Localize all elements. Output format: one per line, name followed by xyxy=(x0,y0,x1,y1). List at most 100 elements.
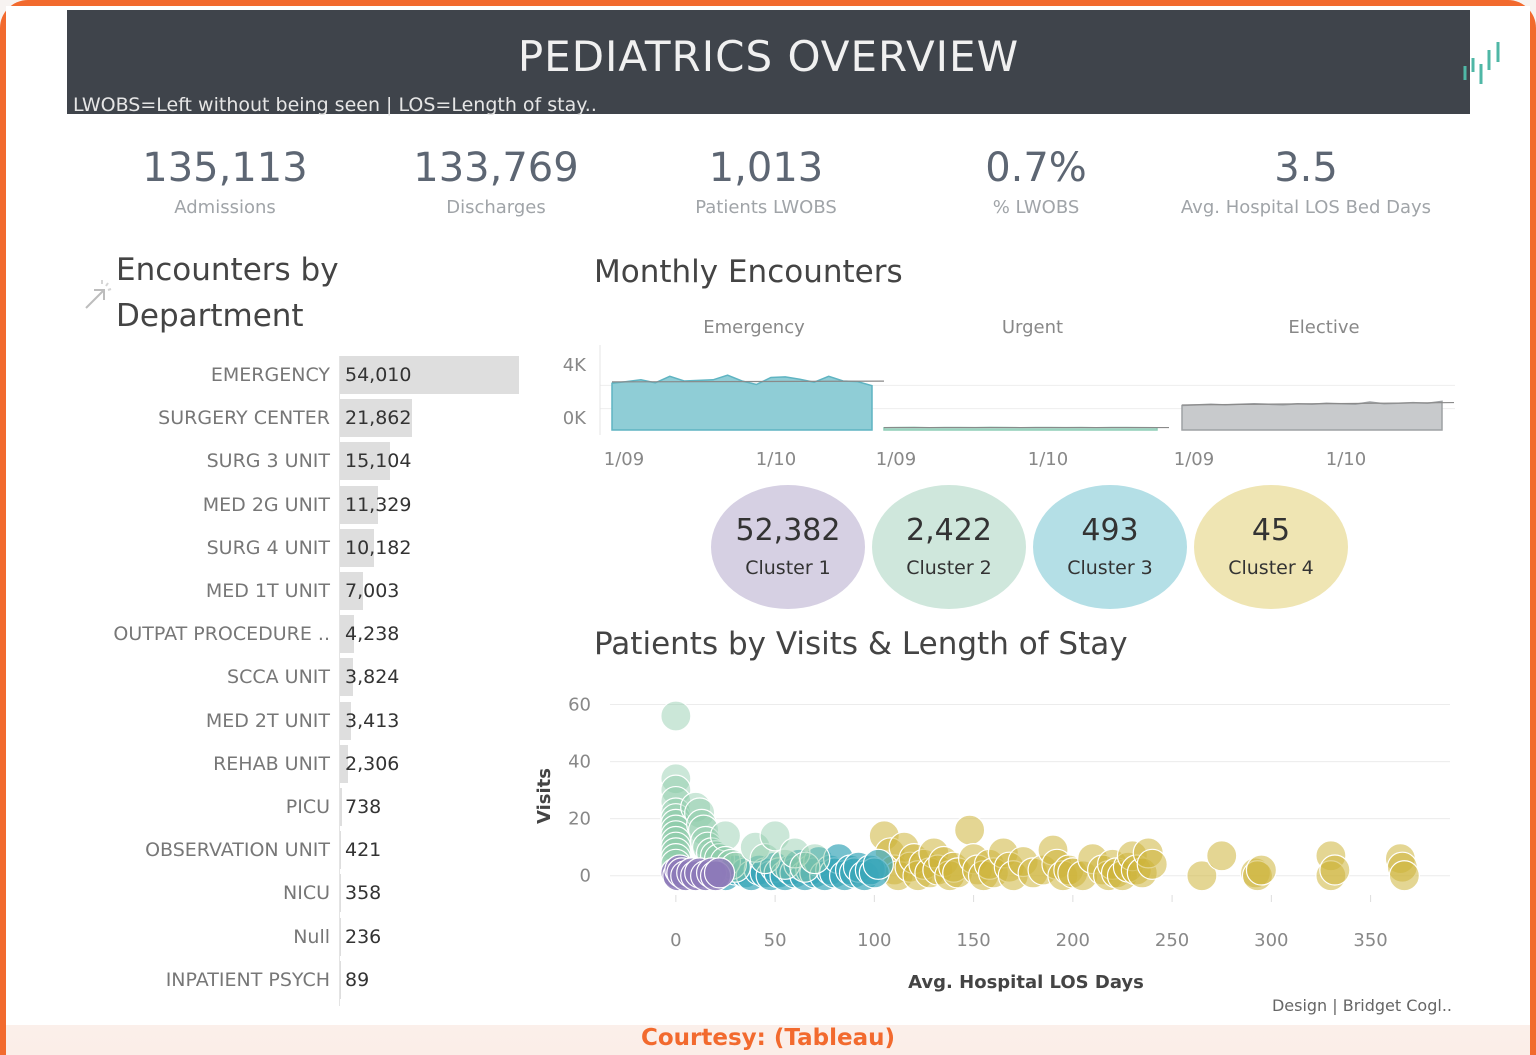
dept-label: NICU xyxy=(283,882,330,905)
monthly-y-tick: 4K xyxy=(563,355,587,376)
scatter-point-cluster-4[interactable] xyxy=(1388,860,1420,892)
monthly-y-tick: 0K xyxy=(563,408,587,429)
scatter-point-cluster-1[interactable] xyxy=(703,857,736,889)
dept-value: 4,238 xyxy=(345,623,400,646)
scatter-point-cluster-4[interactable] xyxy=(1319,854,1351,886)
scatter-y-tick: 0 xyxy=(580,866,591,887)
scatter-point-cluster-2[interactable] xyxy=(660,774,692,806)
dept-value: 3,413 xyxy=(345,709,400,732)
scatter-point-cluster-4[interactable] xyxy=(1136,848,1168,880)
cluster-value: 52,382 xyxy=(735,513,841,548)
monthly-panel-header: Urgent xyxy=(1002,317,1063,338)
dept-bar[interactable] xyxy=(340,658,353,697)
dept-row[interactable]: MED 2T UNIT 3,413 xyxy=(80,701,520,740)
dept-label: OBSERVATION UNIT xyxy=(145,839,330,862)
scatter-y-tick: 20 xyxy=(568,809,591,830)
monthly-panel-header: Elective xyxy=(1288,317,1359,338)
dept-row[interactable]: NICU 358 xyxy=(80,874,520,913)
scatter-point-cluster-4[interactable] xyxy=(954,814,986,846)
dept-row[interactable]: MED 1T UNIT 7,003 xyxy=(80,572,520,610)
scatter-x-tick: 100 xyxy=(857,930,891,951)
scatter-point-cluster-2[interactable] xyxy=(799,843,831,875)
dept-bar[interactable] xyxy=(340,572,364,610)
dept-row[interactable]: SURGERY CENTER 21,862 xyxy=(80,399,520,438)
dept-value: 15,104 xyxy=(345,450,412,473)
monthly-panel-header: Emergency xyxy=(703,317,805,338)
kpi-label: Admissions xyxy=(174,197,276,218)
scatter-point-cluster-2[interactable] xyxy=(660,763,692,795)
scatter-x-tick: 350 xyxy=(1353,930,1387,951)
scatter-point-cluster-2[interactable] xyxy=(789,851,821,883)
scatter-x-tick: 300 xyxy=(1254,930,1288,951)
cluster-2-bubble[interactable]: 2,422 Cluster 2 xyxy=(872,485,1026,609)
scatter-point-cluster-4[interactable] xyxy=(1245,854,1278,886)
scatter-point-cluster-4[interactable] xyxy=(1206,840,1238,872)
dept-row[interactable]: REHAB UNIT 2,306 xyxy=(80,744,520,783)
dept-value: 738 xyxy=(345,796,382,818)
dept-row[interactable]: OUTPAT PROCEDURE .. 4,238 xyxy=(80,615,520,654)
monthly-x-tick: 1/10 xyxy=(1326,449,1366,470)
scatter-x-tick: 50 xyxy=(764,930,787,951)
dept-row[interactable]: SURG 4 UNIT 10,182 xyxy=(80,528,520,567)
dept-value: 54,010 xyxy=(345,364,412,386)
scatter-y-label: Visits xyxy=(534,768,555,824)
dept-bar[interactable] xyxy=(340,615,355,654)
cluster-value: 2,422 xyxy=(906,513,992,548)
dept-row[interactable]: PICU 738 xyxy=(80,788,520,826)
dept-row[interactable]: SURG 3 UNIT 15,104 xyxy=(80,442,520,481)
cluster-3-bubble[interactable]: 493 Cluster 3 xyxy=(1033,485,1187,609)
dept-bar[interactable] xyxy=(340,528,374,567)
dept-label: MED 2T UNIT xyxy=(205,709,330,732)
dept-row[interactable]: MED 2G UNIT 11,329 xyxy=(80,485,520,524)
page-title: PEDIATRICS OVERVIEW xyxy=(517,32,1020,81)
kpi-admissions: 135,113 Admissions xyxy=(95,145,355,218)
dept-bar[interactable] xyxy=(340,744,348,783)
dept-bar[interactable] xyxy=(340,788,343,826)
dept-label: Null xyxy=(293,925,330,948)
scatter-point-cluster-2[interactable] xyxy=(759,820,791,852)
cluster-label: Cluster 2 xyxy=(906,557,992,579)
dept-label: EMERGENCY xyxy=(210,364,330,386)
monthly-x-tick: 1/10 xyxy=(1028,449,1068,470)
dept-row[interactable]: Null 236 xyxy=(80,917,520,956)
dept-value: 358 xyxy=(345,882,382,905)
dept-row[interactable]: EMERGENCY 54,010 xyxy=(80,356,520,394)
scatter-point-cluster-3[interactable] xyxy=(862,848,894,880)
dept-bar[interactable] xyxy=(340,399,413,438)
courtesy-caption: Courtesy: (Tableau) xyxy=(641,1025,895,1051)
scatter-x-tick: 0 xyxy=(670,930,681,951)
cluster-1-bubble[interactable]: 52,382 Cluster 1 xyxy=(711,485,865,609)
dept-bar[interactable] xyxy=(340,442,391,481)
scatter-point-cluster-4[interactable] xyxy=(1186,860,1218,892)
kpi-value: 135,113 xyxy=(142,145,308,191)
dept-value: 2,306 xyxy=(345,752,400,775)
monthly-area-emergency[interactable] xyxy=(611,374,873,431)
kpi-discharges: 133,769 Discharges xyxy=(366,145,626,218)
dept-bar[interactable] xyxy=(340,485,378,524)
dept-bar[interactable] xyxy=(340,831,342,870)
dept-row[interactable]: OBSERVATION UNIT 421 xyxy=(80,831,520,870)
dept-label: REHAB UNIT xyxy=(213,752,330,775)
dashboard-header: PEDIATRICS OVERVIEW LWOBS=Left without b… xyxy=(67,10,1500,116)
scatter-x-tick: 200 xyxy=(1056,930,1090,951)
dept-label: INPATIENT PSYCH xyxy=(165,968,330,991)
dept-row[interactable]: INPATIENT PSYCH 89 xyxy=(80,960,520,999)
tableau-logo-icon[interactable] xyxy=(1462,40,1504,86)
scatter-chart-title: Patients by Visits & Length of Stay xyxy=(594,626,1128,662)
dept-bar[interactable] xyxy=(340,701,352,740)
dept-chart-title-line2: Department xyxy=(116,298,304,334)
dept-label: SURG 4 UNIT xyxy=(206,536,330,559)
dept-bar[interactable] xyxy=(340,356,519,394)
dept-row[interactable]: SCCA UNIT 3,824 xyxy=(80,658,520,697)
kpi-avg-los: 3.5 Avg. Hospital LOS Bed Days xyxy=(1166,145,1446,218)
dept-value: 21,862 xyxy=(345,407,412,430)
dept-bar[interactable] xyxy=(340,917,341,956)
dept-bar[interactable] xyxy=(340,874,342,913)
kpi-label: % LWOBS xyxy=(992,197,1080,218)
monthly-x-tick: 1/09 xyxy=(876,449,916,470)
scatter-point-cluster-2[interactable] xyxy=(660,700,692,732)
cluster-4-bubble[interactable]: 45 Cluster 4 xyxy=(1194,485,1348,609)
scatter-x-tick: 250 xyxy=(1155,930,1189,951)
design-credit: Design | Bridget Cogl.. xyxy=(1271,996,1452,1015)
monthly-area-elective[interactable] xyxy=(1181,400,1443,431)
